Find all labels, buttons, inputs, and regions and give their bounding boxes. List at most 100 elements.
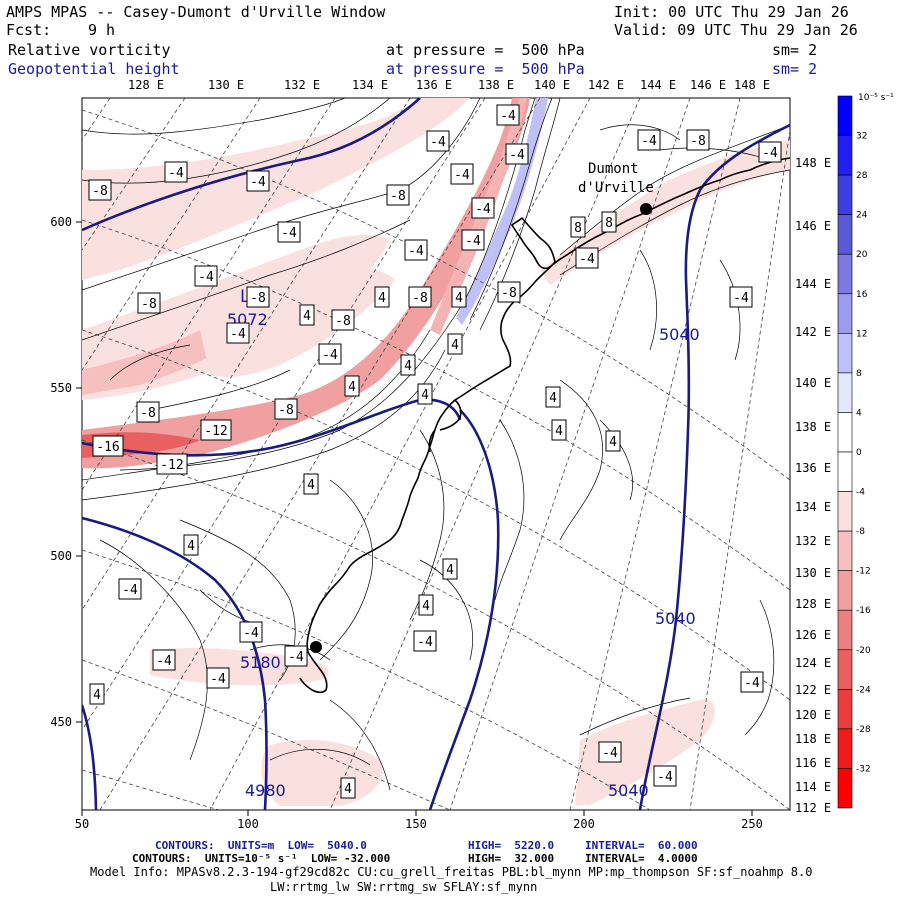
svg-text:-4: -4 bbox=[288, 650, 304, 665]
right-lon-label: 124 E bbox=[795, 656, 831, 670]
vorticity-label: 4 bbox=[299, 304, 315, 326]
place-label-line2: d'Urville bbox=[578, 180, 654, 196]
svg-text:4: 4 bbox=[303, 309, 311, 324]
svg-text:-8: -8 bbox=[92, 184, 108, 199]
right-lon-label: 118 E bbox=[795, 732, 831, 746]
vorticity-label: 4 bbox=[400, 354, 416, 376]
svg-text:-4: -4 bbox=[168, 166, 184, 181]
vorticity-label: -4 bbox=[239, 621, 263, 643]
height-contour-east-upper bbox=[638, 123, 790, 810]
low-center-label: L bbox=[240, 287, 250, 307]
colorbar-swatch bbox=[837, 649, 853, 690]
svg-text:-4: -4 bbox=[417, 635, 433, 650]
svg-text:-4: -4 bbox=[762, 146, 778, 161]
right-lon-label: 136 E bbox=[795, 461, 831, 475]
vorticity-label: -8 bbox=[408, 286, 432, 308]
vorticity-label: -4 bbox=[194, 265, 218, 287]
svg-text:-4: -4 bbox=[408, 244, 424, 259]
field1-level: at pressure = 500 hPa bbox=[386, 41, 585, 59]
negative-vorticity-southeast bbox=[575, 699, 715, 805]
svg-text:-4: -4 bbox=[579, 252, 595, 267]
vorticity-label: -8 bbox=[497, 281, 521, 303]
svg-text:8: 8 bbox=[605, 216, 613, 231]
footer-height-interval: INTERVAL= 60.000 bbox=[585, 839, 698, 852]
colorbar-label: -4 bbox=[856, 488, 865, 498]
colorbar-swatch bbox=[837, 135, 853, 176]
svg-text:-4: -4 bbox=[281, 226, 297, 241]
top-lon-label: 134 E bbox=[352, 78, 388, 92]
colorbar-swatch bbox=[837, 412, 853, 453]
svg-text:-8: -8 bbox=[141, 297, 157, 312]
vorticity-label: -4 bbox=[740, 671, 764, 693]
footer-height-high: HIGH= 5220.0 bbox=[468, 839, 555, 852]
vorticity-label: -4 bbox=[118, 578, 142, 600]
svg-text:4: 4 bbox=[422, 599, 430, 614]
vorticity-label: -4 bbox=[653, 765, 677, 787]
right-lon-label: 134 E bbox=[795, 500, 831, 514]
svg-text:4: 4 bbox=[549, 391, 557, 406]
colorbar-label: 20 bbox=[856, 250, 868, 260]
vorticity-label: -4 bbox=[318, 343, 342, 365]
colorbar-swatch bbox=[837, 253, 853, 295]
vorticity-label: -4 bbox=[598, 741, 622, 763]
svg-text:8: 8 bbox=[574, 221, 582, 236]
vorticity-label: 4 bbox=[545, 386, 561, 408]
vorticity-label: 4 bbox=[303, 473, 319, 495]
svg-text:-4: -4 bbox=[322, 348, 338, 363]
svg-text:-16: -16 bbox=[96, 440, 119, 455]
colorbar-label: -28 bbox=[856, 725, 871, 735]
svg-text:-4: -4 bbox=[744, 676, 760, 691]
negative-vorticity-center bbox=[200, 266, 395, 377]
colorbar: 32 28 24 20 16 12 8 4 0 -4 -8 -12 -16 -20 -24 -28 -32 bbox=[837, 95, 871, 809]
colorbar-swatch bbox=[837, 451, 853, 492]
svg-text:-12: -12 bbox=[204, 424, 227, 439]
right-lon-label: 132 E bbox=[795, 534, 831, 548]
right-lon-label: 116 E bbox=[795, 756, 831, 770]
negative-vorticity-band-strong bbox=[82, 98, 530, 469]
right-lon-label: 140 E bbox=[795, 376, 831, 390]
height-contour-center bbox=[428, 409, 500, 810]
right-lon-label: 114 E bbox=[795, 780, 831, 794]
height-contour-north bbox=[82, 98, 421, 232]
x-axis-tick: 200 bbox=[573, 817, 595, 831]
top-lon-label: 142 E bbox=[588, 78, 624, 92]
colorbar-swatch bbox=[837, 293, 853, 334]
vorticity-label: -4 bbox=[758, 141, 782, 163]
svg-text:4: 4 bbox=[455, 291, 463, 306]
svg-text:-4: -4 bbox=[500, 109, 516, 124]
vorticity-label: -8 bbox=[686, 129, 710, 151]
footer-height-contours: CONTOURS: UNITS=m LOW= 5040.0 bbox=[155, 839, 367, 852]
field1-smoothing: sm= 2 bbox=[772, 41, 818, 59]
vorticity-label: -12 bbox=[156, 453, 188, 475]
field2-level: at pressure = 500 hPa bbox=[386, 60, 585, 78]
right-longitude-labels: 148 E 146 E 144 E 142 E 140 E 138 E 136 E 134 E… bbox=[795, 156, 831, 815]
svg-text:-4: -4 bbox=[250, 175, 266, 190]
plot-title: AMPS MPAS -- Casey-Dumont d'Urville Wind… bbox=[6, 3, 386, 21]
field2-smoothing: sm= 2 bbox=[772, 60, 818, 78]
colorbar-swatch bbox=[837, 768, 853, 809]
vorticity-label: -4 bbox=[637, 129, 661, 151]
vorticity-label: 4 bbox=[605, 430, 621, 452]
svg-text:4: 4 bbox=[378, 291, 386, 306]
colorbar-swatch bbox=[837, 570, 853, 611]
vorticity-label: -4 bbox=[164, 161, 188, 183]
vorticity-label: -4 bbox=[206, 667, 230, 689]
colorbar-label: -20 bbox=[856, 646, 871, 656]
colorbar-label: -12 bbox=[856, 567, 871, 577]
x-axis-ticks: 50 100 150 200 250 bbox=[75, 810, 763, 831]
right-lon-label: 112 E bbox=[795, 801, 831, 815]
vorticity-label: -4 bbox=[505, 143, 529, 165]
svg-text:4: 4 bbox=[451, 338, 459, 353]
top-lon-label: 128 E bbox=[128, 78, 164, 92]
svg-text:-4: -4 bbox=[465, 234, 481, 249]
footer-vorticity-high: HIGH= 32.000 bbox=[468, 852, 555, 865]
negative-vorticity-south bbox=[150, 648, 329, 686]
vorticity-label: 4 bbox=[447, 333, 463, 355]
colorbar-label: -32 bbox=[856, 764, 871, 774]
colorbar-swatch bbox=[837, 491, 853, 532]
vorticity-label: -4 bbox=[496, 104, 520, 126]
colorbar-swatch bbox=[837, 609, 853, 651]
field2-name: Geopotential height bbox=[8, 60, 180, 78]
